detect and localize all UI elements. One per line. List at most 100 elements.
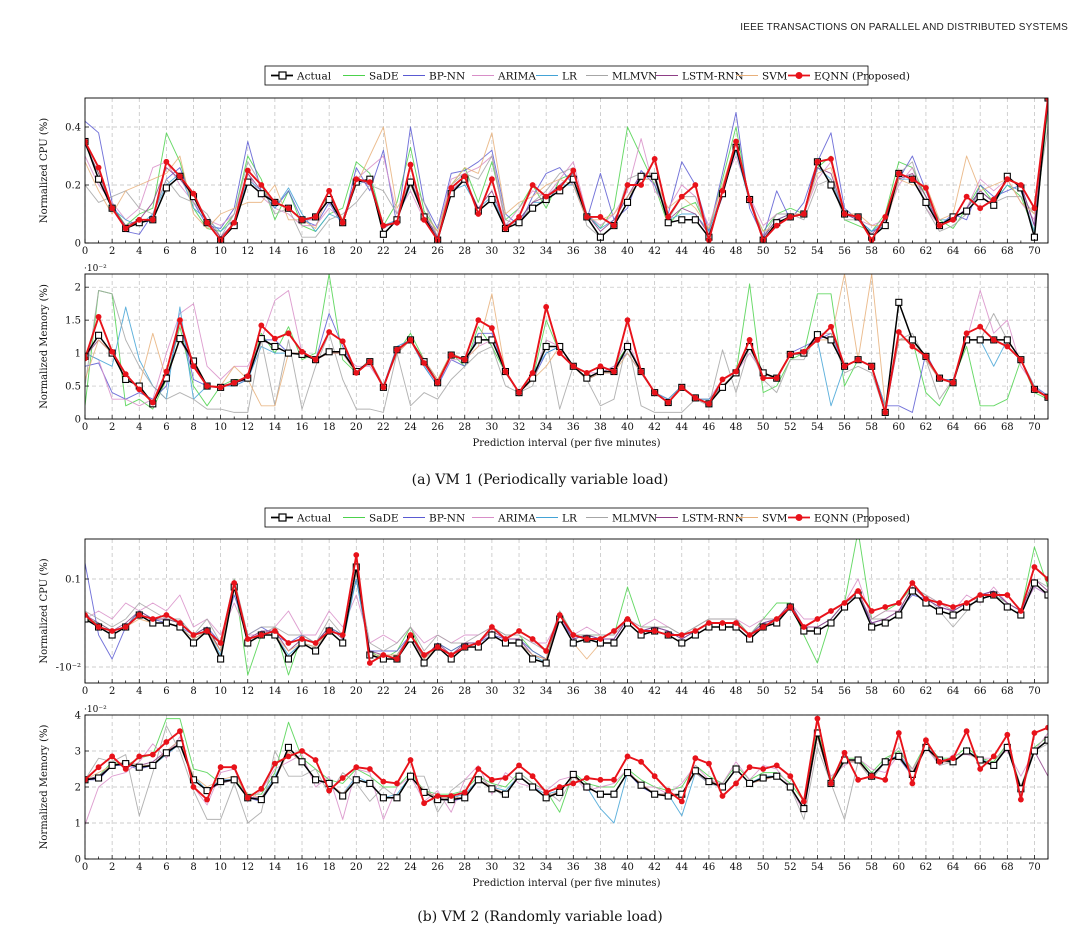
eqnn-point — [366, 358, 373, 365]
eqnn-point — [353, 369, 360, 376]
eqnn-point — [516, 762, 522, 769]
eqnn-point — [665, 632, 672, 638]
eqnn-point — [258, 785, 265, 792]
x-tick-label: 66 — [974, 686, 987, 697]
x-tick-label: 44 — [675, 862, 688, 873]
eqnn-point — [787, 214, 794, 220]
eqnn-point — [719, 793, 726, 799]
series-line-lr — [85, 578, 1048, 664]
legend-item-actual: Actual — [271, 513, 332, 525]
eqnn-point — [1004, 731, 1011, 738]
eqnn-point — [339, 338, 346, 345]
eqnn-point — [149, 216, 156, 223]
x-tick-label: 16 — [296, 246, 309, 257]
eqnn-point — [882, 409, 889, 416]
eqnn-point — [85, 776, 88, 783]
eqnn-point — [923, 353, 929, 360]
eqnn-point — [923, 596, 929, 602]
x-tick-label: 66 — [974, 862, 987, 873]
eqnn-point — [339, 775, 346, 781]
eqnn-point — [963, 600, 970, 606]
eqnn-point — [190, 632, 197, 638]
actual-point — [990, 201, 998, 209]
legend-item-svm: SVM — [736, 513, 788, 525]
eqnn-point — [448, 352, 455, 358]
eqnn-point — [990, 592, 997, 598]
x-tick-label: 42 — [648, 422, 661, 433]
eqnn-point — [638, 182, 644, 188]
legend-label: SVM — [762, 513, 788, 525]
actual-point — [379, 794, 387, 802]
eqnn-point — [394, 219, 400, 226]
eqnn-point — [692, 628, 699, 634]
grid — [84, 714, 1048, 860]
eqnn-point — [231, 219, 238, 226]
plot-frame — [84, 97, 1049, 244]
actual-point — [189, 776, 198, 784]
actual-point — [963, 336, 971, 344]
eqnn-point — [326, 329, 333, 335]
eqnn-point — [692, 395, 699, 401]
x-tick-label: 12 — [241, 422, 254, 433]
actual-point — [122, 760, 130, 768]
actual-point — [284, 349, 293, 357]
eqnn-point — [909, 580, 916, 586]
eqnn-point — [271, 199, 278, 206]
eqnn-point — [177, 728, 183, 735]
x-tick-label: 20 — [350, 422, 363, 433]
eqnn-point — [543, 648, 550, 654]
legend-label: MLMVN — [612, 513, 657, 525]
x-tick-label: 4 — [136, 686, 142, 697]
eqnn-point — [122, 624, 129, 630]
y-tick-label: 3 — [75, 747, 81, 758]
eqnn-point — [665, 214, 672, 220]
series-line-arima — [85, 732, 1048, 825]
x-tick-label: 44 — [675, 246, 688, 257]
actual-point — [610, 790, 618, 798]
actual-point — [678, 639, 686, 647]
actual-point — [461, 794, 469, 802]
actual-point — [515, 219, 523, 227]
x-tick-label: 50 — [757, 422, 770, 433]
eqnn-point — [271, 335, 278, 342]
x-tick-label: 66 — [974, 246, 987, 257]
eqnn-point — [814, 616, 821, 622]
eqnn-point — [665, 787, 672, 794]
eqnn-point — [936, 758, 943, 765]
eqnn-point — [109, 753, 116, 760]
actual-point — [596, 790, 604, 798]
actual-point — [488, 195, 496, 204]
eqnn-point — [204, 796, 210, 803]
eqnn-point — [787, 351, 794, 358]
x-tick-label: 56 — [838, 862, 851, 873]
eqnn-point — [611, 628, 617, 634]
series-line-eqnn-proposed- — [85, 98, 1048, 242]
y-multiplier: ·10⁻² — [84, 264, 107, 274]
actual-point — [406, 772, 415, 780]
x-tick-label: 20 — [350, 862, 363, 873]
actual-point — [257, 796, 265, 804]
eqnn-point — [448, 185, 455, 191]
x-tick-label: 26 — [431, 862, 444, 873]
eqnn-point — [814, 715, 821, 722]
x-tick-label: 64 — [947, 246, 960, 257]
actual-point — [935, 607, 944, 615]
eqnn-point — [461, 173, 468, 180]
eqnn-point — [651, 628, 658, 634]
eqnn-point — [583, 636, 590, 642]
actual-point — [339, 792, 347, 800]
eqnn-point — [109, 348, 116, 355]
x-tick-label: 50 — [757, 862, 770, 873]
eqnn-point — [597, 214, 604, 220]
actual-point — [732, 765, 740, 773]
actual-point — [1003, 603, 1011, 611]
x-tick-label: 56 — [838, 246, 851, 257]
actual-point — [908, 336, 916, 344]
eqnn-point — [285, 205, 292, 212]
eqnn-point — [258, 182, 265, 188]
actual-point — [827, 336, 835, 344]
eqnn-point — [936, 600, 943, 606]
eqnn-point — [163, 158, 170, 165]
actual-point — [284, 743, 293, 751]
